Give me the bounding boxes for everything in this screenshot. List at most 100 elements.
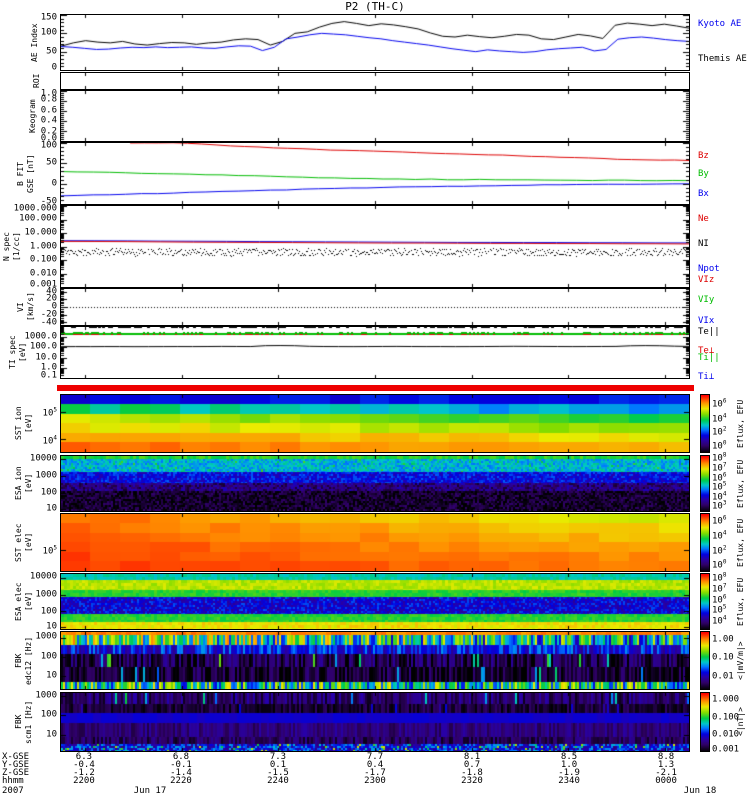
temp-ytick-label: 10.0	[35, 352, 57, 363]
esa_ion-colorbar-tick: 108	[712, 451, 727, 464]
bfit-ylabel: B FIT	[16, 161, 25, 186]
xaxis-row-label-y-gse: Y-GSE	[2, 760, 30, 770]
esa_elec-ytick-label: 1000	[35, 589, 57, 600]
fbk_scm1-colorbar-label: <|nT|>	[736, 707, 745, 737]
fbk_edc12-colorbar-tick: 0.10	[712, 652, 734, 663]
esa_elec-colorbar-tick: 108	[712, 571, 727, 584]
fbk_scm1-ylabel: FBK	[14, 714, 23, 730]
exponent: 5	[53, 406, 57, 414]
series-label-npot: Npot	[698, 263, 720, 274]
ae-ytick-label: 0	[51, 62, 57, 73]
xaxis-value: -1.2	[73, 768, 95, 778]
esa_elec-ylabel: ESA elec	[14, 582, 23, 621]
fbk_scm1-colorbar-tick: 0.010	[712, 729, 740, 740]
fbk_scm1-colorbar	[700, 692, 710, 752]
exponent: 5	[722, 480, 727, 488]
esa_ion-colorbar-tick: 107	[712, 461, 727, 474]
exponent: 6	[722, 514, 727, 522]
vi-ytick-label: 0	[51, 301, 57, 312]
xaxis-value: 6.3	[75, 752, 93, 762]
sst_elec-ylabel: SST elec	[14, 523, 23, 562]
fbk_scm1-ytick-label: 1000	[35, 690, 57, 701]
esa_elec-colorbar-tick: 107	[712, 582, 727, 595]
xaxis-value: -0.4	[73, 760, 95, 770]
sst_elec-ytick-label: 105	[42, 544, 57, 557]
esa_ion-ytick-label: 1000	[35, 470, 57, 481]
xaxis-value: 2200	[73, 776, 95, 786]
esa_ion-colorbar-tick: 106	[712, 471, 727, 484]
exponent: 5	[722, 603, 727, 611]
exponent: 2	[722, 544, 727, 552]
xaxis-value: 6.8	[172, 752, 190, 762]
sst_elec-colorbar-tick: 104	[712, 529, 727, 542]
ae-ylabel: AE Index	[30, 23, 39, 62]
series-label-vix: VIx	[698, 315, 715, 326]
series-label-ti-: Ti⊥	[698, 371, 715, 382]
xaxis-value: 0000	[655, 776, 677, 786]
ndens-canvas	[61, 206, 689, 287]
page-title: P2 (TH-C)	[345, 0, 405, 13]
esa_ion-ylabel: ESA ion	[14, 466, 23, 501]
sst_ion-colorbar-label: Eflux, EFU	[736, 399, 745, 448]
vi-ytick-label: -40	[40, 317, 57, 328]
sst_ion-ytick-label: 104	[42, 434, 57, 447]
fbk_scm1-ylabel: scm1 [Hz]	[24, 700, 33, 744]
esa_elec-colorbar-label: Eflux, EFU	[736, 577, 745, 626]
series-label-themis-ae: Themis AE	[698, 54, 747, 65]
fbk_scm1-ytick-label: 10	[46, 729, 57, 740]
sst_ion-colorbar	[700, 394, 710, 453]
sst_ion-canvas	[61, 395, 689, 452]
exponent: 7	[722, 582, 727, 590]
esa_elec-colorbar-tick: 105	[712, 603, 727, 616]
xaxis-value: 2340	[558, 776, 580, 786]
xaxis-value: 1.0	[560, 760, 578, 770]
vi-ytick-label: 40	[46, 286, 57, 297]
sst_elec-ylabel: [eV]	[24, 532, 33, 553]
esa_ion-ytick-label: 10	[46, 503, 57, 514]
xaxis-value: -1.7	[364, 768, 386, 778]
xaxis-value: 2300	[364, 776, 386, 786]
bfit-ytick-label: 50	[46, 157, 57, 168]
ndens-ytick-label: 0.001	[29, 279, 57, 290]
exponent: 4	[722, 529, 727, 537]
esa_elec-ytick-label: 10	[46, 621, 57, 632]
xaxis-value: 0.4	[366, 760, 384, 770]
xaxis-value: 8.1	[463, 752, 481, 762]
fbk_edc12-ytick-label: 1000	[35, 631, 57, 642]
esa_ion-ytick-label: 100	[40, 487, 57, 498]
exponent: 2	[722, 425, 727, 433]
exponent: 6	[722, 593, 727, 601]
esa_ion-colorbar-tick: 104	[712, 490, 727, 503]
exponent: 0	[722, 439, 727, 447]
xaxis-value: 0.7	[463, 760, 481, 770]
keogram-ytick-label: 0.8	[40, 94, 57, 105]
xaxis-value: -0.1	[170, 760, 192, 770]
xaxis-value: 7.7	[366, 752, 384, 762]
sst_elec-colorbar-tick: 106	[712, 514, 727, 527]
xaxis-value: 8.8	[657, 752, 675, 762]
exponent: 5	[53, 544, 57, 552]
roi-ylabel: ROI	[32, 73, 41, 89]
bfit-ytick-label: 100	[40, 140, 57, 151]
sst_elec-colorbar-tick: 100	[712, 558, 727, 571]
xaxis-year: 2007	[2, 786, 24, 796]
esa_ion-colorbar-label: Eflux, EFU	[736, 459, 745, 508]
sst_elec-colorbar-tick: 102	[712, 544, 727, 557]
series-label-by: By	[698, 168, 709, 179]
temp-ytick-label: 0.1	[40, 370, 57, 381]
sst_elec-canvas	[61, 514, 689, 571]
exponent: 0	[722, 558, 727, 566]
esa_elec-canvas	[61, 574, 689, 629]
exponent: 8	[722, 571, 727, 579]
keogram-ytick-label: 0.6	[40, 105, 57, 116]
exponent: 7	[722, 461, 727, 469]
esa_ion-colorbar-tick: 105	[712, 480, 727, 493]
exponent: 3	[722, 499, 727, 507]
series-label-bz: Bz	[698, 151, 709, 162]
temp-ytick-label: 1000.0	[24, 331, 57, 342]
xaxis-row-label-x-gse: X-GSE	[2, 752, 30, 762]
series-label-ni: NI	[698, 238, 709, 249]
esa_elec-colorbar-tick: 106	[712, 593, 727, 606]
fbk_edc12-colorbar-tick: 0.01	[712, 671, 734, 682]
temp-canvas	[61, 327, 689, 378]
